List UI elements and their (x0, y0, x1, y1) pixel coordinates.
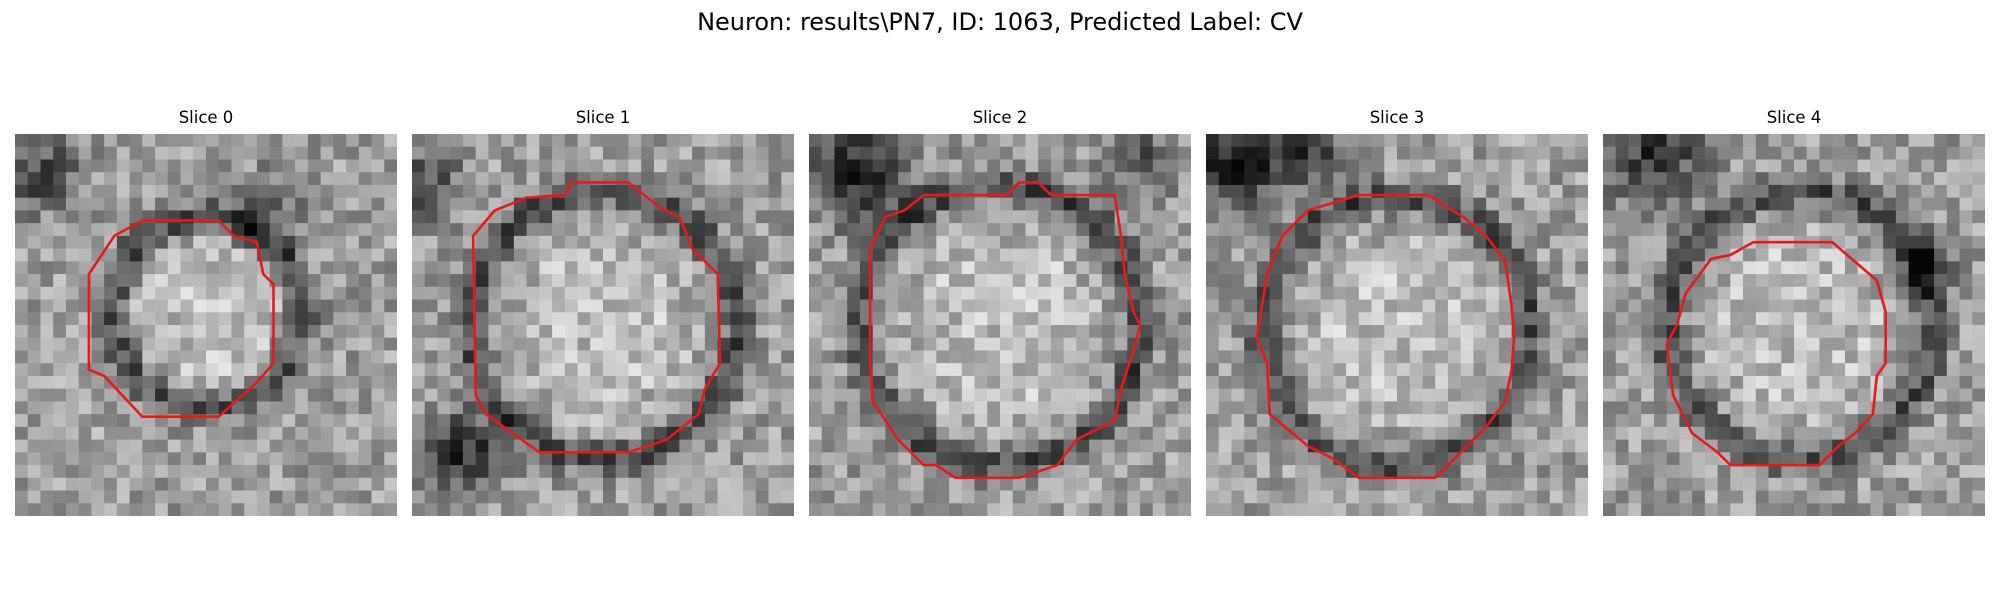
grayscale-pixels (412, 134, 794, 516)
neuron-contour (87, 219, 275, 419)
grayscale-pixels (15, 134, 397, 516)
slice-image-1 (412, 134, 794, 516)
slice-title-4: Slice 4 (1766, 108, 1822, 127)
grayscale-pixels (1206, 134, 1588, 516)
grayscale-pixels (1603, 134, 1985, 516)
slice-title-2: Slice 2 (972, 108, 1028, 127)
neuron-contour (868, 181, 1142, 480)
neuron-contour (471, 181, 722, 454)
slice-image-2 (809, 134, 1191, 516)
slice-image-3 (1206, 134, 1588, 516)
slice-title-3: Slice 3 (1369, 108, 1425, 127)
slice-title-0: Slice 0 (178, 108, 234, 127)
slice-image-0 (15, 134, 397, 516)
slice-title-1: Slice 1 (575, 108, 631, 127)
slice-image-4 (1603, 134, 1985, 516)
neuron-contour (1665, 240, 1888, 467)
neuron-contour (1255, 193, 1516, 480)
figure-title: Neuron: results\PN7, ID: 1063, Predicted… (697, 8, 1303, 36)
grayscale-pixels (809, 134, 1191, 516)
